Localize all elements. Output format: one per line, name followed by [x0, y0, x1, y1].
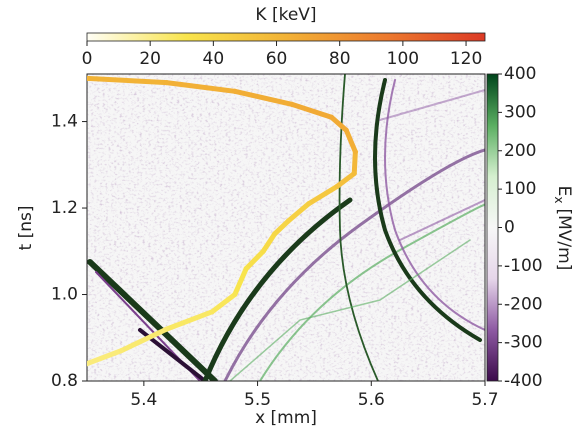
label-symbol: E	[554, 186, 574, 197]
energy-point	[243, 266, 249, 272]
colorbar	[86, 32, 486, 42]
energy-point	[272, 231, 278, 237]
energy-point	[289, 101, 295, 107]
trajectory-segment	[289, 101, 334, 120]
energy-point	[285, 218, 291, 224]
colorbar-tick-label: 400	[504, 64, 536, 84]
x-tick-label: 5.7	[471, 390, 498, 410]
trajectory-segment	[164, 309, 215, 332]
colorbar-tick-label: 300	[504, 102, 536, 122]
energy-point	[306, 201, 312, 207]
trajectory-segment	[87, 348, 124, 367]
colorbar-tick-label: -300	[504, 333, 543, 353]
energy-point	[232, 292, 238, 298]
trajectory-segment	[260, 231, 278, 254]
energy-point	[87, 361, 90, 367]
trajectory-segment	[285, 201, 312, 224]
energy-point	[164, 80, 170, 86]
colorbar-tick-label: 40	[203, 49, 225, 69]
energy-point	[209, 309, 215, 315]
colorbar	[486, 73, 499, 382]
field-map	[87, 74, 485, 381]
plot-frame	[86, 73, 486, 382]
x-tick-label: 5.6	[358, 390, 385, 410]
trajectory-segment	[343, 127, 358, 155]
colorbar-tick-label: -400	[504, 371, 543, 391]
x-tick-label: 5.4	[130, 390, 157, 410]
trajectory-segment	[209, 292, 238, 315]
colorbar-tick-label: 20	[139, 49, 161, 69]
x-tick-label: 5.5	[244, 390, 271, 410]
trajectory-segment	[334, 170, 357, 189]
colorbar-label: K [keV]	[255, 5, 316, 25]
trajectory-segment	[328, 114, 349, 133]
y-tick-label: 1.2	[51, 198, 78, 218]
label-units: [MV/m]	[554, 209, 574, 271]
energy-point	[351, 170, 357, 176]
trajectory-segment	[232, 88, 295, 107]
trajectory-segment	[164, 80, 238, 94]
energy-point	[118, 348, 124, 354]
trajectory-segment	[272, 218, 291, 237]
colorbar-tick-label: -200	[504, 294, 543, 314]
energy-point	[87, 75, 90, 81]
colorbar-tick-label: 120	[450, 49, 482, 69]
energy-point	[328, 114, 334, 120]
label-subscript: x	[553, 196, 567, 203]
energy-point	[164, 326, 170, 332]
energy-point	[334, 183, 340, 189]
colorbar-tick-label: 80	[329, 49, 351, 69]
trajectory-segment	[118, 326, 170, 354]
y-tick-label: 0.8	[51, 371, 78, 391]
y-axis-label: t [ns]	[16, 206, 36, 251]
trajectory-segment	[306, 183, 340, 207]
y-tick-label: 1.4	[51, 112, 78, 132]
trajectory-segment	[232, 266, 249, 298]
y-tick-label: 1.0	[51, 285, 78, 305]
colorbar-tick-label: -100	[504, 256, 543, 276]
colorbar-tick-label: 100	[387, 49, 419, 69]
trajectory-segment	[243, 248, 266, 272]
colorbar-tick-label: 200	[504, 141, 536, 161]
colorbar-label: Ex [MV/m]	[553, 186, 575, 271]
colorbar-tick-label: 0	[82, 49, 93, 69]
trajectory-segment	[351, 149, 358, 176]
energy-point	[232, 88, 238, 94]
energy-point	[352, 149, 358, 155]
trajectory-segment	[87, 75, 170, 86]
energy-point	[260, 248, 266, 254]
colorbar-tick-label: 60	[266, 49, 288, 69]
x-axis-label: x [mm]	[255, 408, 317, 428]
colorbar-tick-label: 100	[504, 179, 536, 199]
trajectory	[87, 75, 358, 367]
energy-point	[343, 127, 349, 133]
colorbar-tick-label: 0	[504, 218, 515, 238]
